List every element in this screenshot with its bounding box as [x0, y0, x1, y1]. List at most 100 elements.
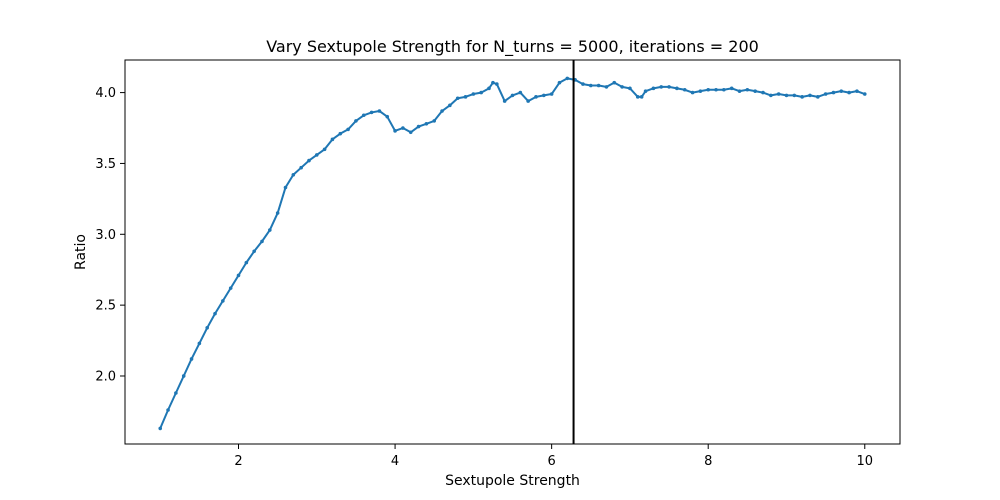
data-point: [643, 89, 648, 93]
data-point: [495, 82, 499, 86]
data-point: [698, 89, 703, 93]
data-point: [487, 86, 491, 91]
data-point: [221, 299, 225, 303]
x-tick-label: 8: [704, 454, 712, 469]
data-point: [690, 90, 695, 95]
data-point: [722, 87, 726, 92]
data-point: [753, 89, 757, 93]
x-tick-label: 2: [234, 454, 242, 469]
x-tick-label: 4: [391, 454, 399, 469]
y-tick-label: 3.0: [95, 228, 116, 243]
data-point: [628, 86, 632, 91]
data-point: [706, 87, 711, 92]
data-point: [862, 92, 867, 96]
data-point: [588, 83, 593, 88]
data-point: [745, 87, 750, 92]
data-point: [314, 153, 319, 157]
data-point: [244, 260, 249, 265]
data-point: [385, 114, 390, 119]
data-point: [682, 87, 687, 92]
data-point: [275, 211, 280, 215]
data-point: [675, 86, 679, 91]
x-tick-label: 10: [856, 454, 873, 469]
data-point: [855, 89, 859, 93]
data-point: [189, 357, 194, 361]
x-tick-label: 6: [548, 454, 556, 469]
data-point: [174, 391, 178, 395]
data-point: [729, 86, 734, 91]
data-point: [847, 90, 851, 95]
data-point: [823, 92, 828, 96]
data-point: [463, 95, 468, 99]
y-tick-label: 4.0: [95, 86, 116, 101]
y-tick-label: 2.0: [95, 369, 116, 384]
data-point: [408, 130, 413, 135]
data-point: [761, 90, 765, 95]
data-point: [166, 408, 170, 412]
data-point: [432, 119, 437, 123]
data-point: [769, 93, 773, 98]
data-point: [612, 80, 617, 85]
data-point: [205, 326, 209, 330]
data-point: [502, 99, 507, 103]
y-tick-label: 2.5: [95, 299, 116, 314]
data-point: [831, 90, 836, 95]
data-point: [440, 109, 444, 113]
data-point: [346, 127, 350, 132]
data-point: [596, 83, 601, 88]
series-layer: [158, 76, 867, 431]
data-point: [236, 273, 241, 278]
data-point: [158, 426, 163, 431]
data-point: [181, 374, 186, 378]
data-point: [471, 92, 476, 96]
data-point: [839, 89, 844, 93]
data-point: [518, 90, 523, 95]
data-point: [510, 93, 515, 98]
data-point: [549, 92, 554, 96]
data-point: [581, 82, 585, 86]
data-point: [542, 93, 546, 98]
data-point: [639, 95, 644, 99]
data-point: [369, 110, 374, 115]
x-axis-ticks: 2 4 6 8 10: [234, 444, 873, 469]
data-point: [455, 96, 460, 101]
data-point: [330, 137, 335, 142]
data-point: [252, 249, 256, 254]
data-point: [604, 85, 609, 89]
data-point: [393, 129, 397, 133]
data-point: [228, 286, 233, 290]
data-point: [659, 85, 664, 89]
data-point: [416, 124, 421, 129]
data-point: [792, 93, 797, 98]
data-point: [620, 85, 624, 89]
data-point: [635, 95, 640, 99]
data-point: [377, 109, 382, 113]
data-point: [268, 228, 272, 232]
data-point: [479, 90, 483, 95]
data-point: [491, 80, 495, 85]
data-point: [800, 95, 804, 99]
x-axis-label: Sextupole Strength: [445, 473, 580, 489]
data-point: [197, 341, 202, 346]
data-point: [283, 185, 288, 190]
data-point: [784, 93, 789, 98]
data-point: [307, 158, 311, 163]
y-tick-label: 3.5: [95, 157, 116, 172]
data-point: [322, 147, 327, 152]
data-point: [260, 239, 264, 244]
data-point: [776, 92, 781, 96]
data-point: [448, 103, 452, 108]
data-point: [213, 311, 217, 316]
data-point: [354, 119, 358, 123]
chart-title: Vary Sextupole Strength for N_turns = 50…: [266, 37, 759, 57]
data-point: [361, 113, 366, 118]
data-point: [526, 99, 530, 103]
y-axis-ticks: 2.0 2.5 3.0 3.5 4.0: [95, 86, 125, 384]
data-point: [714, 87, 718, 92]
data-point: [557, 80, 562, 85]
data-point: [534, 95, 538, 99]
plot-area: [124, 59, 901, 445]
y-axis-label: Ratio: [73, 234, 89, 270]
